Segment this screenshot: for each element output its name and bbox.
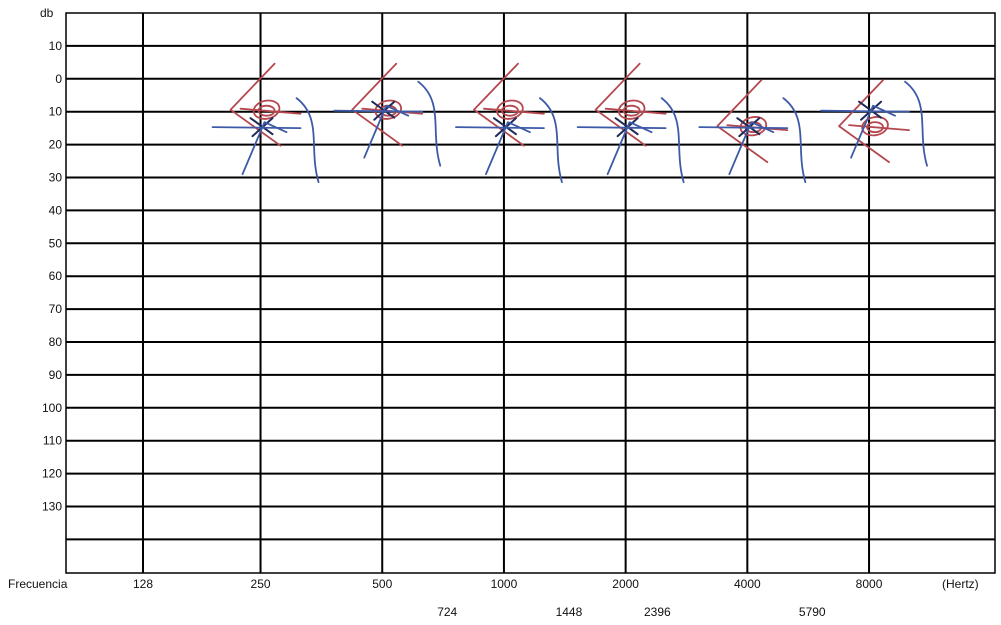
grid bbox=[65, 12, 996, 574]
y-tick-label: 10 bbox=[49, 39, 63, 53]
y-tick-label: 130 bbox=[42, 500, 62, 514]
y-tick-label: 80 bbox=[49, 335, 63, 349]
right-ear-marker bbox=[594, 62, 667, 147]
x-tick-label: 2000 bbox=[612, 577, 639, 591]
y-tick-label: 10 bbox=[49, 105, 63, 119]
left-ear-marker bbox=[333, 80, 442, 167]
left-ear-marker bbox=[455, 97, 563, 184]
y-tick-label: 50 bbox=[49, 236, 63, 250]
y-axis-label: db bbox=[40, 6, 54, 20]
right-ear-marker bbox=[473, 62, 545, 147]
left-ear-marker bbox=[698, 97, 807, 184]
y-tick-label: 60 bbox=[49, 269, 63, 283]
y-tick-label: 110 bbox=[43, 434, 62, 448]
left-ear-marker bbox=[576, 97, 685, 184]
x-tick-label-minor: 5790 bbox=[799, 605, 826, 619]
x-tick-label: 128 bbox=[133, 577, 153, 591]
x-tick-label: 8000 bbox=[856, 577, 883, 591]
left-ear-marker bbox=[820, 80, 928, 167]
y-tick-label: 100 bbox=[42, 401, 62, 415]
x-axis-label-right: (Hertz) bbox=[942, 577, 979, 591]
x-tick-label: 500 bbox=[372, 577, 392, 591]
plotted-markers bbox=[211, 62, 928, 184]
x-axis-label-left: Frecuencia bbox=[8, 577, 68, 591]
right-ear-marker bbox=[229, 62, 302, 147]
x-axis-ticks: 128 250 500 1000 2000 4000 8000 724 1448 2396 5790 bbox=[133, 577, 883, 619]
y-tick-label: 120 bbox=[42, 467, 62, 481]
x-tick-label-minor: 2396 bbox=[644, 605, 671, 619]
y-tick-label: 90 bbox=[49, 368, 63, 382]
left-ear-marker bbox=[211, 97, 320, 184]
y-tick-label: 70 bbox=[49, 302, 63, 316]
x-tick-label: 4000 bbox=[734, 577, 761, 591]
y-tick-label: 40 bbox=[49, 203, 63, 217]
y-tick-label: 30 bbox=[49, 171, 63, 185]
chart-frame bbox=[65, 12, 996, 574]
x-tick-label-minor: 1448 bbox=[556, 605, 583, 619]
x-tick-label-minor: 724 bbox=[437, 605, 457, 619]
x-tick-label: 250 bbox=[251, 577, 271, 591]
x-tick-label: 1000 bbox=[491, 577, 518, 591]
y-tick-label: 0 bbox=[55, 72, 62, 86]
y-tick-label: 20 bbox=[49, 138, 63, 152]
